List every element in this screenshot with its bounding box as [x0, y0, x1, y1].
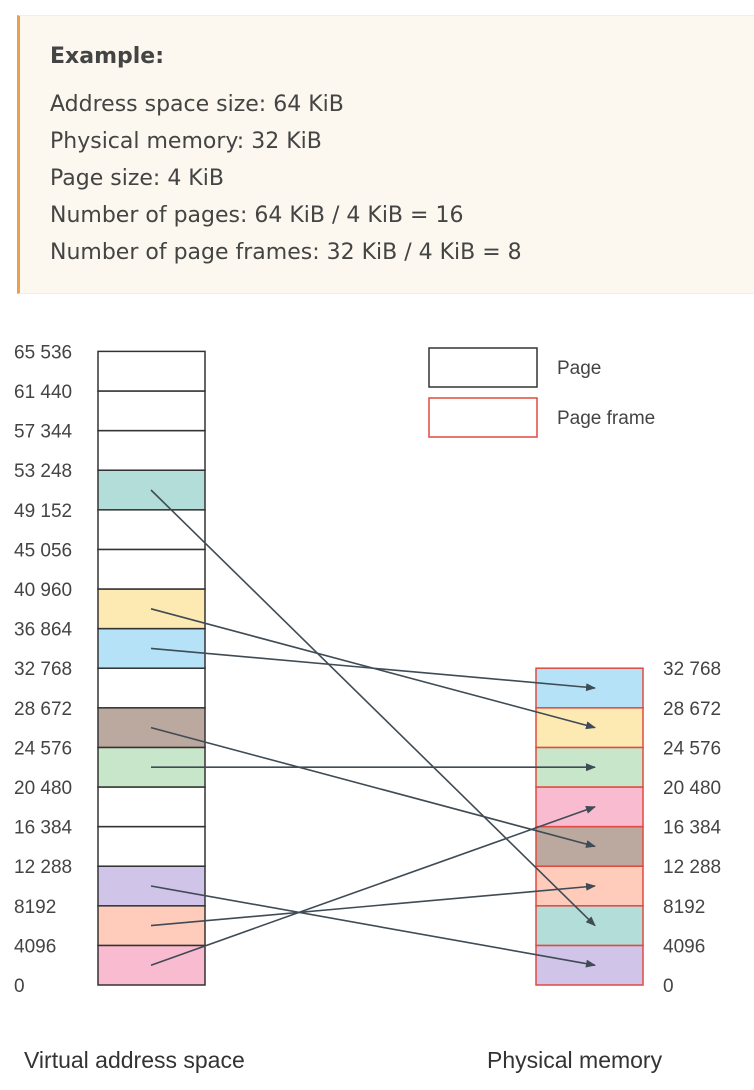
example-line-number-of-pages: Number of pages: 64 KiB / 4 KiB = 16 [50, 203, 464, 228]
physical-tick-label: 28 672 [663, 699, 721, 720]
virtual-tick-label: 61 440 [14, 382, 72, 403]
virtual-tick-label: 40 960 [14, 580, 72, 601]
legend-page-frame-swatch [428, 397, 538, 438]
physical-tick-label: 12 288 [663, 857, 721, 878]
page-frame-1 [535, 905, 644, 947]
virtual-tick-label: 0 [14, 976, 25, 997]
legend-page-frame-label: Page frame [557, 408, 655, 429]
example-line-page-size: Page size: 4 KiB [50, 166, 224, 191]
virtual-pages [97, 350, 206, 986]
physical-tick-label: 32 768 [663, 659, 721, 680]
virtual-page-13 [97, 429, 206, 471]
virtual-tick-label: 12 288 [14, 857, 72, 878]
example-line-physical-memory: Physical memory: 32 KiB [50, 129, 322, 154]
mapping-arrow [150, 882, 596, 927]
virtual-tick-label: 49 152 [14, 501, 72, 522]
virtual-page-15 [97, 350, 206, 392]
physical-tick-label: 0 [663, 976, 674, 997]
legend-page-label: Page [557, 358, 601, 379]
virtual-page-7 [97, 667, 206, 709]
physical-tick-label: 24 576 [663, 738, 721, 759]
legend: Page Page frame [428, 347, 655, 438]
virtual-page-4 [97, 786, 206, 828]
virtual-tick-label: 53 248 [14, 461, 72, 482]
virtual-page-10 [97, 548, 206, 590]
virtual-tick-label: 28 672 [14, 699, 72, 720]
virtual-page-14 [97, 390, 206, 432]
physical-memory-caption: Physical memory [487, 1047, 663, 1073]
page-frame-4 [535, 786, 644, 828]
virtual-tick-label: 36 864 [14, 620, 73, 641]
page-frame-3 [535, 825, 644, 867]
example-line-address-space: Address space size: 64 KiB [50, 92, 344, 117]
physical-tick-label: 8192 [663, 897, 705, 918]
page-frame-6 [535, 707, 644, 749]
virtual-tick-label: 20 480 [14, 778, 72, 799]
virtual-tick-label: 4096 [14, 936, 56, 957]
virtual-tick-label: 65 536 [14, 342, 72, 363]
virtual-address-space-caption: Virtual address space [24, 1047, 245, 1073]
example-line-number-of-frames: Number of page frames: 32 KiB / 4 KiB = … [50, 240, 522, 265]
virtual-tick-labels: 0 4096 8192 12 288 16 384 20 480 24 576 28 672 3… [14, 342, 73, 997]
mapping-arrow [150, 806, 596, 966]
physical-tick-label: 20 480 [663, 778, 721, 799]
mapping-arrow [150, 726, 596, 848]
legend-page-swatch [428, 347, 538, 388]
mapping-arrows [150, 489, 596, 968]
physical-tick-labels: 0 4096 8192 12 288 16 384 20 480 24 576 28 672 3… [663, 659, 722, 997]
page-frame-0 [535, 944, 644, 986]
virtual-tick-label: 8192 [14, 897, 56, 918]
virtual-tick-label: 24 576 [14, 738, 72, 759]
physical-tick-label: 16 384 [663, 818, 722, 839]
example-callout: Example: Address space size: 64 KiB Phys… [17, 15, 754, 294]
virtual-tick-label: 16 384 [14, 818, 73, 839]
virtual-tick-label: 32 768 [14, 659, 72, 680]
mapping-arrow [150, 489, 596, 927]
mapping-arrow [150, 885, 596, 968]
example-title: Example: [50, 44, 164, 69]
virtual-page-11 [97, 509, 206, 551]
virtual-page-3 [97, 825, 206, 867]
virtual-tick-label: 45 056 [14, 540, 72, 561]
virtual-tick-label: 57 344 [14, 422, 73, 443]
physical-tick-label: 4096 [663, 936, 705, 957]
mapping-arrow [150, 608, 596, 730]
